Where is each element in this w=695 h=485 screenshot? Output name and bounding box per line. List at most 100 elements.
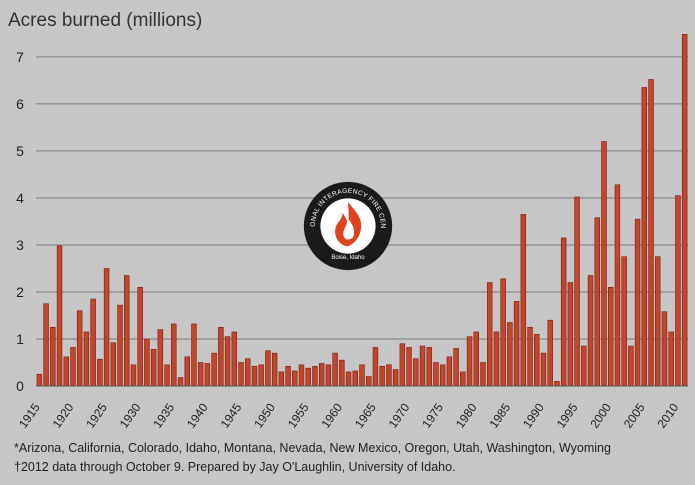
bar-1928 (117, 304, 123, 387)
x-tick-label: 2000 (587, 400, 614, 430)
x-tick-label: 2010 (655, 400, 682, 430)
bar-1935 (164, 364, 170, 387)
bar-1982 (480, 362, 486, 387)
bar-1973 (419, 345, 426, 387)
bar-1933 (150, 349, 157, 387)
bar-1969 (392, 369, 399, 387)
bar-1934 (157, 329, 164, 387)
bar-2012 (681, 34, 688, 387)
bar-1937 (177, 377, 184, 387)
bar-1987 (513, 301, 520, 387)
x-tick-label: 1960 (318, 400, 345, 430)
bar-1996 (574, 196, 580, 387)
bar-1995 (567, 282, 574, 387)
bar-1930 (130, 364, 137, 387)
bar-1994 (560, 237, 567, 387)
x-tick-label: 1950 (251, 400, 278, 430)
x-tick-label: 2005 (621, 400, 648, 430)
bar-1955 (298, 364, 305, 387)
bar-1949 (258, 364, 264, 387)
footnote-source: †2012 data through October 9. Prepared b… (14, 460, 456, 474)
bar-1952 (278, 371, 285, 387)
bar-1939 (191, 323, 197, 387)
bar-1938 (184, 356, 190, 387)
x-tick-label: 1990 (520, 400, 547, 430)
x-tick-label: 1970 (386, 400, 413, 430)
x-tick-label: 1920 (50, 400, 77, 430)
bar-1957 (312, 365, 318, 387)
y-axis-label: Acres burned (millions) (8, 10, 203, 31)
bar-1963 (352, 370, 358, 387)
bar-1975 (433, 362, 439, 387)
bar-1942 (211, 352, 217, 387)
bar-2007 (648, 79, 654, 387)
x-tick-label: 1955 (285, 400, 312, 430)
bar-1983 (486, 282, 493, 387)
bar-1977 (446, 356, 453, 387)
bar-1918 (50, 326, 56, 387)
bar-1998 (587, 275, 594, 387)
bar-2010 (668, 331, 674, 387)
bar-1965 (366, 376, 372, 387)
footnote-states: *Arizona, California, Colorado, Idaho, M… (14, 441, 611, 455)
bar-1959 (325, 364, 332, 387)
bar-1972 (413, 358, 419, 387)
nifc-logo: NATIONAL INTERAGENCY FIRE CENTER Boise, … (302, 180, 393, 271)
bar-1970 (399, 343, 406, 387)
x-tick-label: 1945 (218, 400, 245, 430)
bar-2002 (614, 184, 621, 387)
bar-1932 (144, 338, 150, 387)
bar-1958 (318, 363, 325, 387)
bar-1962 (345, 371, 352, 387)
bar-1931 (137, 286, 143, 387)
bar-1943 (218, 326, 224, 387)
bar-1924 (90, 298, 96, 387)
bar-1917 (43, 303, 49, 387)
bar-1981 (473, 331, 479, 387)
bar-2005 (634, 218, 641, 387)
y-tick-label: 4 (16, 190, 24, 206)
bar-1922 (76, 310, 83, 387)
bar-1966 (372, 347, 379, 387)
x-tick-label: 1995 (554, 400, 581, 430)
x-tick-label: 1930 (117, 400, 144, 430)
bar-1921 (70, 347, 76, 387)
bar-1948 (251, 365, 258, 387)
bar-1997 (581, 345, 587, 387)
bar-1978 (453, 348, 459, 387)
bar-1990 (534, 333, 540, 387)
bar-1986 (507, 322, 513, 387)
bar-1961 (339, 359, 345, 387)
x-tick-label: 1925 (83, 400, 110, 430)
bar-1985 (500, 278, 506, 387)
bar-1989 (527, 326, 533, 387)
bar-1953 (285, 365, 291, 387)
bar-1944 (224, 336, 231, 387)
bar-1964 (359, 364, 365, 387)
bar-1960 (332, 352, 338, 387)
bar-2000 (601, 141, 607, 387)
x-tick-label: 1975 (419, 400, 446, 430)
bar-1968 (386, 364, 392, 387)
bar-1993 (554, 380, 560, 387)
bar-1946 (238, 362, 244, 387)
bar-2003 (621, 256, 627, 387)
bar-1947 (245, 358, 251, 387)
bar-2011 (675, 195, 681, 387)
bar-1999 (594, 217, 600, 387)
bar-1956 (305, 367, 311, 387)
bar-1936 (171, 323, 177, 387)
y-tick-label: 7 (16, 49, 24, 65)
bar-1927 (110, 342, 117, 387)
bar-1925 (97, 358, 103, 387)
x-tick-label: 1980 (453, 400, 480, 430)
bar-1974 (426, 347, 432, 387)
y-tick-label: 5 (16, 143, 24, 159)
y-tick-label: 0 (16, 378, 24, 394)
bar-1920 (63, 356, 69, 387)
bar-1945 (231, 331, 238, 387)
bar-1940 (197, 362, 204, 387)
x-tick-label: 1940 (184, 400, 211, 430)
